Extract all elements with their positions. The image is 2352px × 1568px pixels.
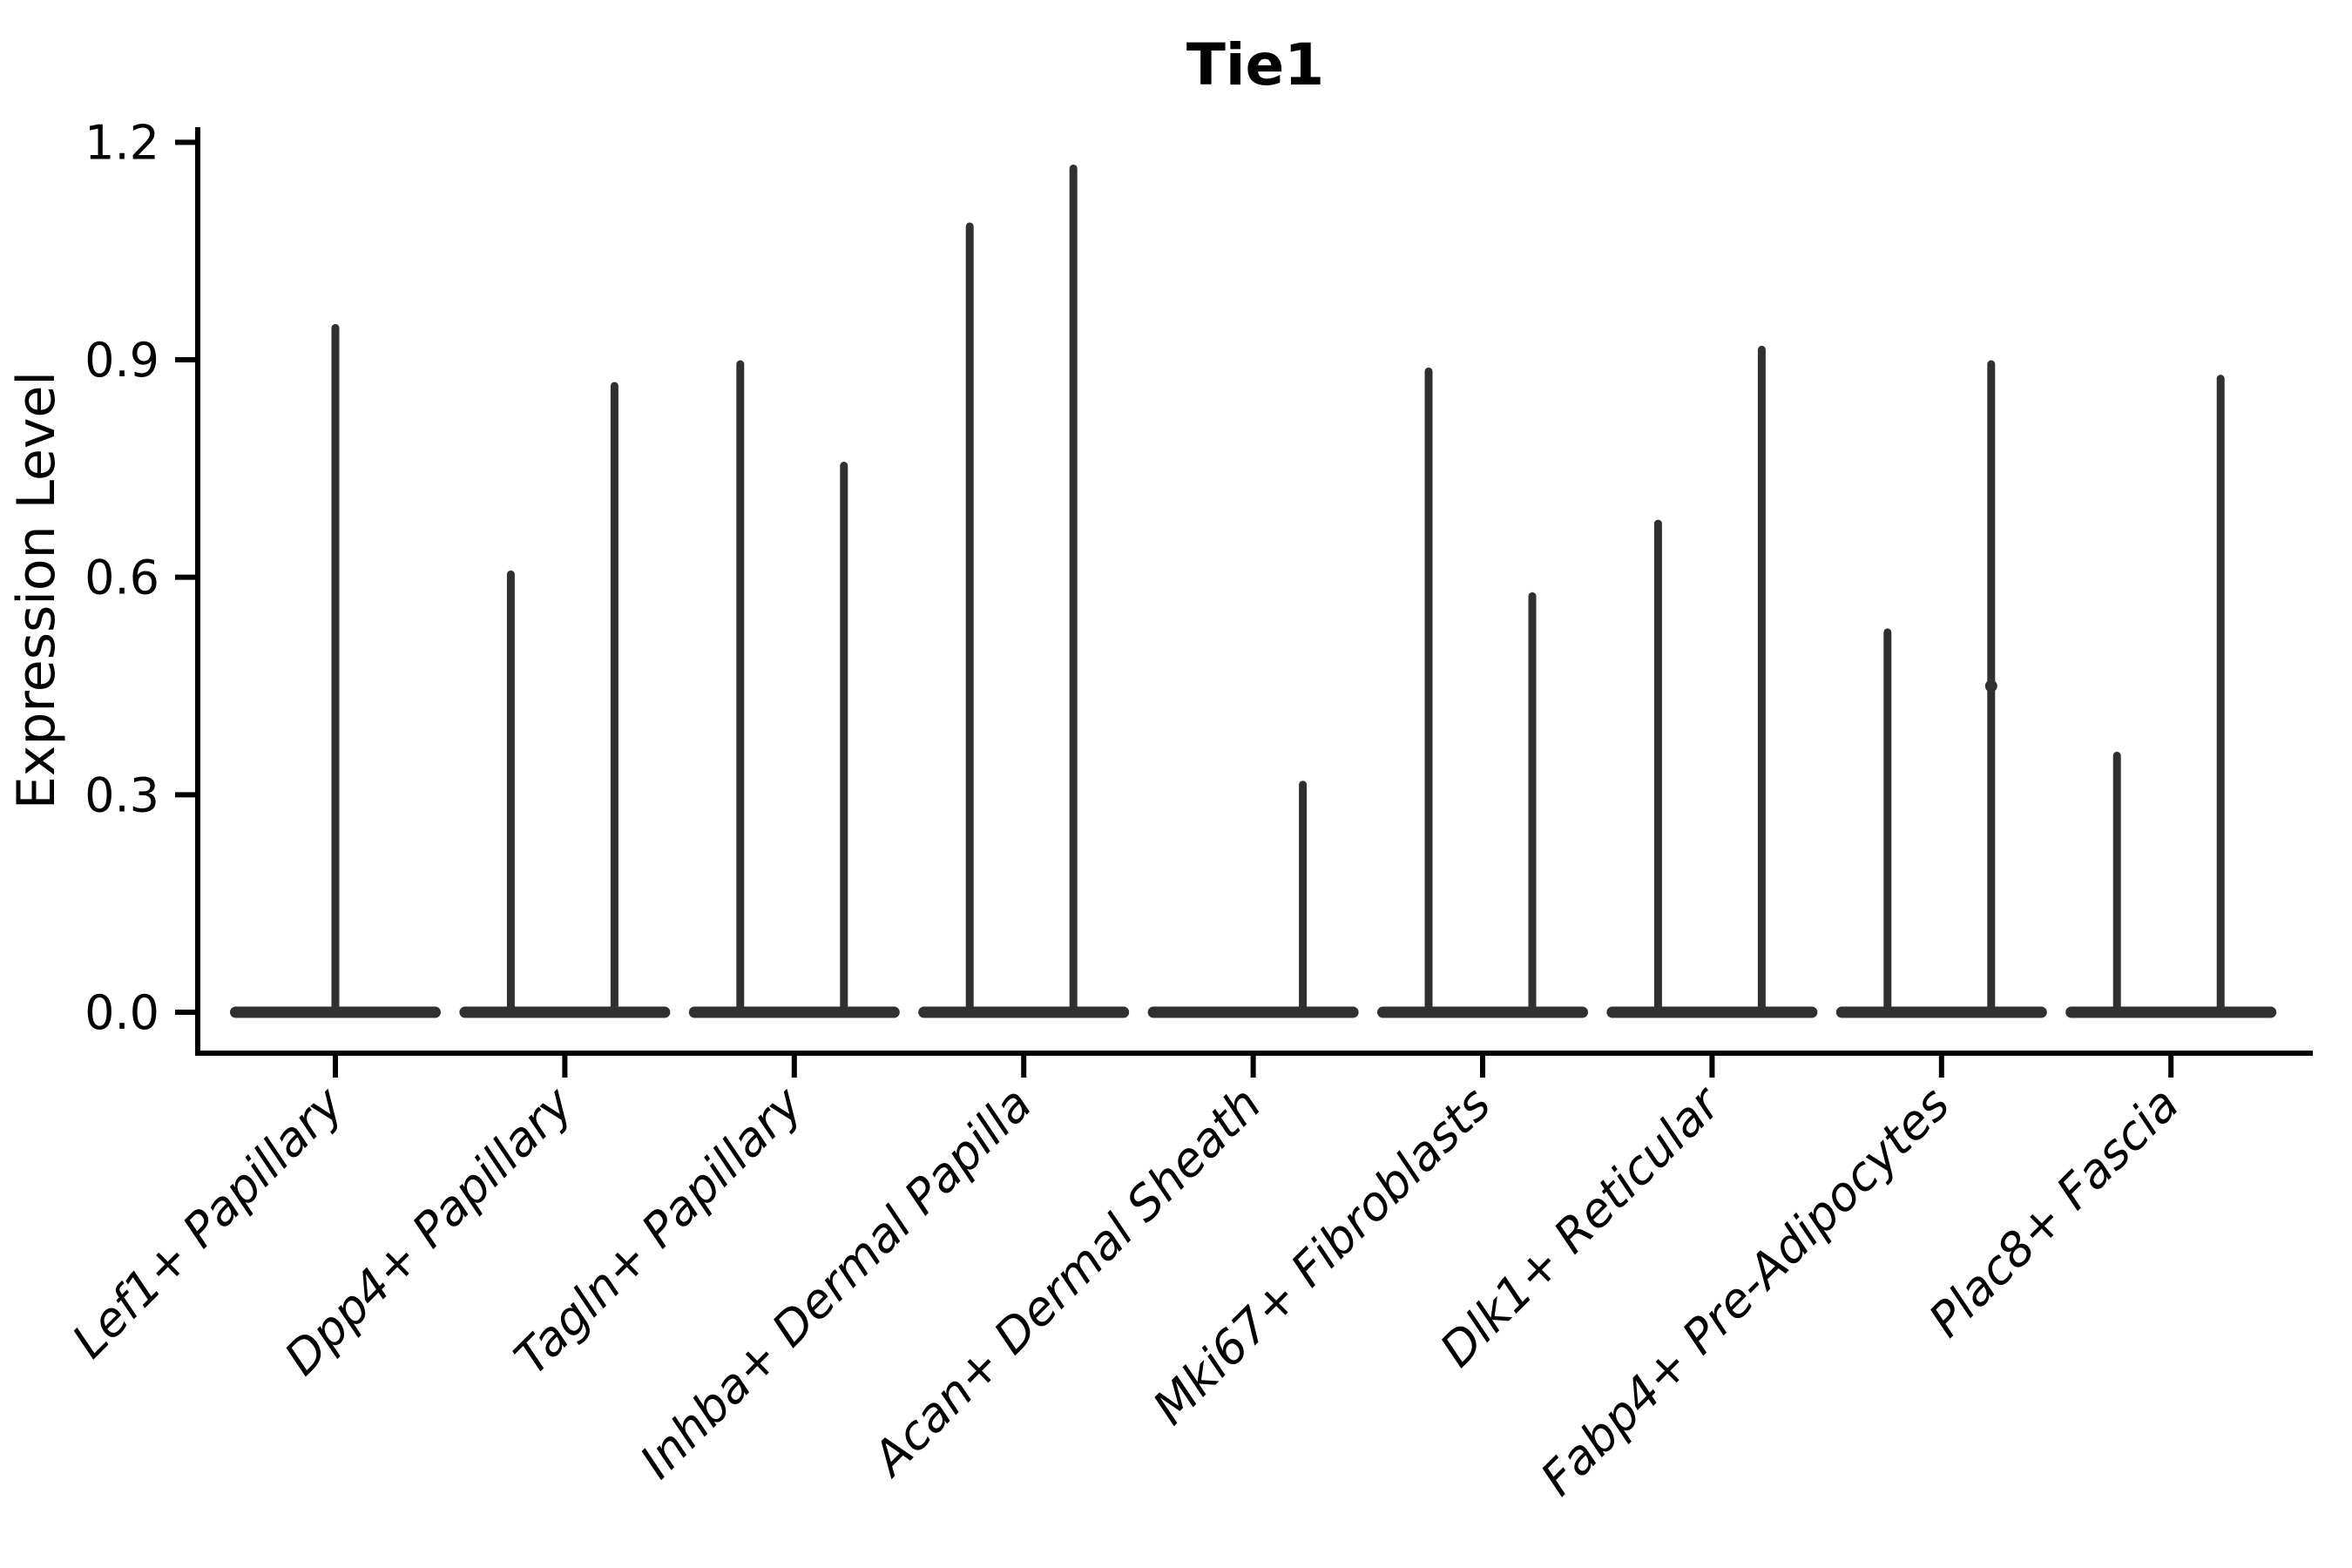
violin-base bbox=[1147, 1006, 1359, 1018]
y-tick-label: 1.2 bbox=[84, 115, 159, 170]
violin-base bbox=[1377, 1006, 1588, 1018]
violin-base bbox=[1835, 1006, 2047, 1018]
y-axis-label: Expression Level bbox=[6, 371, 67, 809]
violin-bump bbox=[1984, 679, 1997, 693]
y-tick-label: 0.9 bbox=[84, 333, 159, 388]
violin-base bbox=[2065, 1006, 2277, 1018]
chart-title: Tie1 bbox=[1186, 31, 1324, 98]
violin-base bbox=[918, 1006, 1130, 1018]
violin-base bbox=[459, 1006, 671, 1018]
y-tick-label: 0.0 bbox=[84, 985, 159, 1040]
y-tick-label: 0.6 bbox=[84, 551, 159, 605]
violin-base bbox=[688, 1006, 900, 1018]
violin-base bbox=[1606, 1006, 1818, 1018]
y-tick-label: 0.3 bbox=[84, 767, 159, 822]
